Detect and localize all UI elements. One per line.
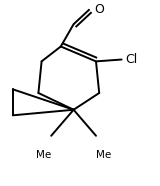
Text: O: O bbox=[94, 3, 104, 16]
Text: Me: Me bbox=[36, 150, 51, 160]
Text: Me: Me bbox=[96, 150, 112, 160]
Text: Cl: Cl bbox=[125, 53, 137, 66]
